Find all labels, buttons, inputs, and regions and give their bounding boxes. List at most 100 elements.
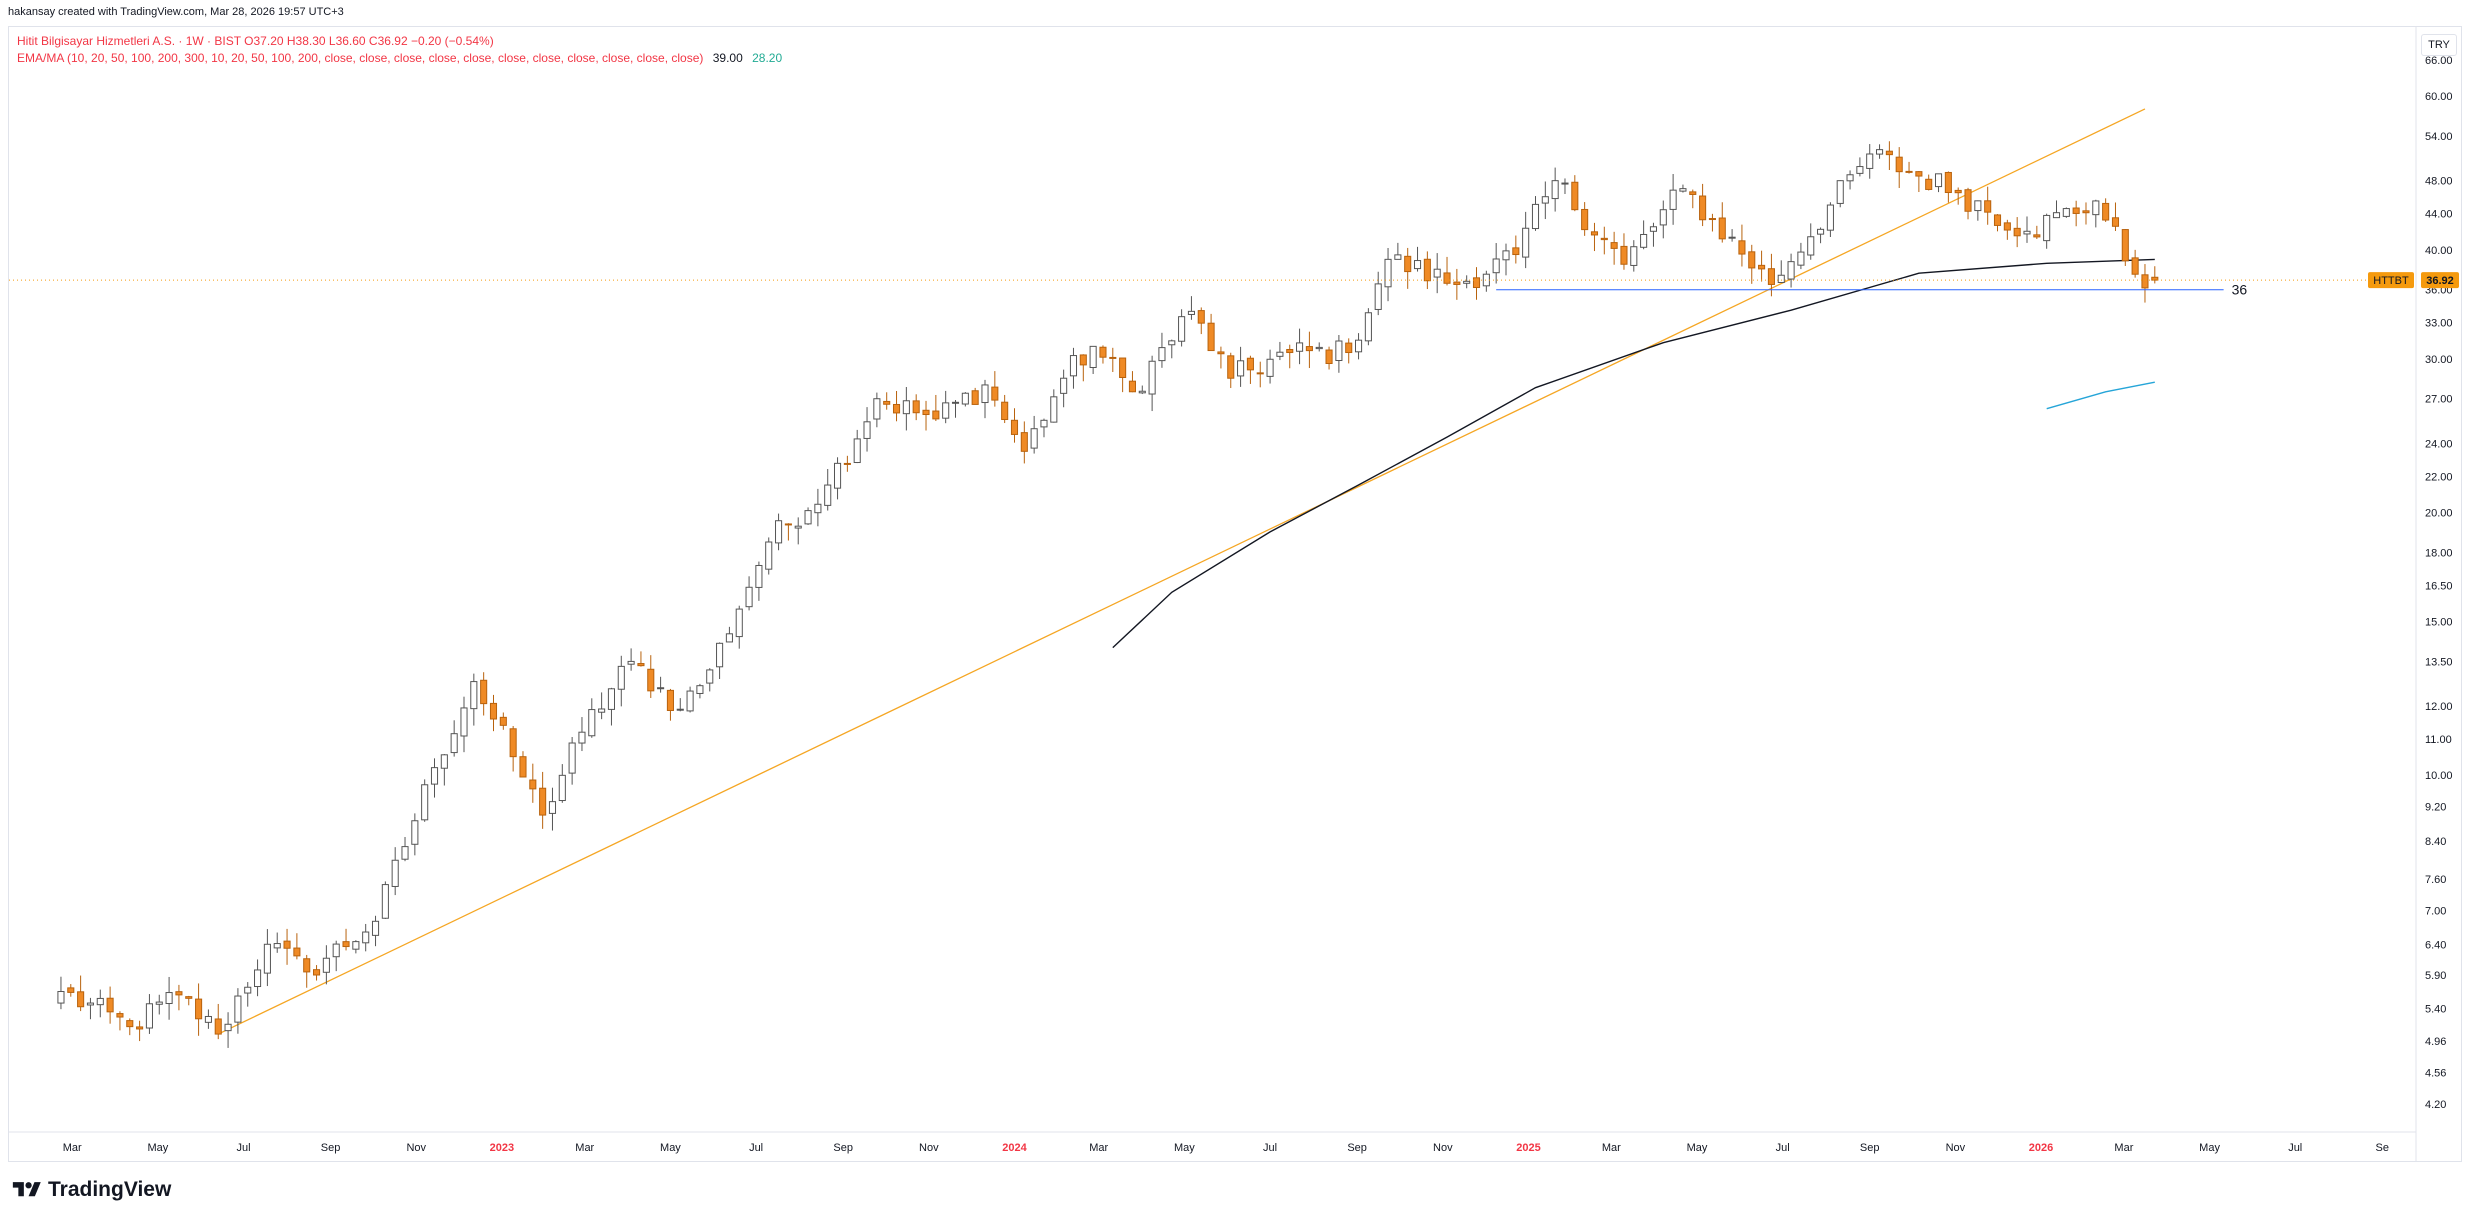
candle	[1482, 270, 1490, 292]
time-tick-label: Mar	[575, 1142, 594, 1154]
time-tick-label: Se	[2376, 1142, 2389, 1154]
candle	[86, 997, 94, 1020]
candle	[1974, 200, 1982, 221]
time-axis[interactable]: Mar May Jul Sep Nov 2023 Mar May Jul Sep Nov 2024 Ma…	[63, 1142, 2389, 1154]
time-tick-label: Mar	[63, 1142, 82, 1154]
time-tick-label: Mar	[1089, 1142, 1108, 1154]
candle	[1453, 268, 1461, 300]
candle	[1512, 235, 1520, 264]
candle-body	[1325, 349, 1333, 365]
candle	[1699, 183, 1707, 227]
candle	[1522, 211, 1530, 269]
candle-body	[1433, 268, 1441, 278]
candle	[1826, 202, 1834, 238]
candle	[2082, 202, 2090, 225]
candle-body	[1689, 191, 1697, 195]
candle-body	[745, 586, 753, 608]
candle-body	[1394, 254, 1402, 260]
candle	[1207, 313, 1215, 352]
candle-body	[165, 992, 173, 1005]
price-axis[interactable]: 4.20 4.56 4.96 5.40 5.90 6.40 7.00 7.60 8.40 9.20…	[2425, 55, 2453, 1111]
candle	[1010, 408, 1019, 443]
candle	[932, 394, 940, 422]
candle-body	[77, 991, 85, 1008]
candle	[1413, 246, 1422, 272]
candle-body	[873, 398, 881, 420]
price-tick-label: 6.40	[2425, 939, 2446, 951]
candle	[175, 984, 183, 1011]
candle	[1345, 338, 1353, 364]
candle	[234, 988, 242, 1034]
candle	[991, 371, 999, 407]
candle-body	[67, 987, 75, 993]
candle-body	[1600, 237, 1608, 241]
price-tick-label: 15.00	[2425, 616, 2453, 628]
candle	[2072, 200, 2080, 227]
candle	[1138, 385, 1146, 395]
trendline-layer	[217, 108, 2146, 1035]
candle-body	[86, 1002, 94, 1006]
symbol-tag-bg	[2368, 272, 2414, 289]
candle	[775, 513, 783, 551]
candle	[2023, 216, 2031, 243]
candle-body	[489, 702, 498, 720]
candle-body	[214, 1018, 222, 1035]
candle	[106, 986, 114, 1024]
candle	[312, 965, 321, 981]
candle-body	[1030, 428, 1038, 449]
candle	[539, 771, 547, 829]
candle-body	[1315, 346, 1323, 350]
candle-body	[1158, 347, 1166, 362]
candle	[1876, 144, 1884, 159]
time-tick-label: 2024	[1002, 1142, 1027, 1154]
candle-body	[421, 784, 429, 821]
candle	[155, 994, 163, 1015]
candle-body	[1178, 316, 1186, 342]
time-tick-label: Mar	[1602, 1142, 1621, 1154]
candle	[2121, 229, 2129, 266]
indicator-legend[interactable]: EMA/MA (10, 20, 50, 100, 200, 300, 10, 2…	[17, 51, 782, 65]
candle	[1423, 251, 1431, 290]
candle-body	[1345, 342, 1353, 354]
candle	[1866, 144, 1874, 179]
candle-body	[1001, 401, 1009, 420]
candle	[686, 686, 694, 713]
candle-body	[922, 409, 930, 416]
candle	[824, 468, 832, 511]
instrument-legend[interactable]: Hitit Bilgisayar Hizmetleri A.S. · 1W · …	[17, 34, 494, 48]
time-tick-label: Nov	[1433, 1142, 1453, 1154]
price-tag-layer: HTTBT 36.92	[9, 272, 2459, 289]
candle-body	[539, 787, 547, 816]
candle-body	[863, 421, 871, 439]
candle-body	[224, 1023, 232, 1032]
candle	[116, 1011, 124, 1031]
candle-body	[1168, 340, 1176, 346]
candle	[2111, 202, 2120, 231]
candle	[421, 779, 429, 822]
candle	[1846, 170, 1854, 190]
candle	[1541, 181, 1549, 220]
candle	[1315, 342, 1323, 352]
candle-body	[1492, 258, 1500, 274]
candle-body	[293, 947, 301, 957]
candle-body	[1355, 339, 1363, 353]
candle-body	[784, 523, 792, 526]
candle-body	[1512, 247, 1520, 256]
currency-button[interactable]: TRY	[2421, 34, 2457, 56]
candle	[883, 392, 891, 410]
candle	[126, 1018, 134, 1036]
candle-body	[1109, 356, 1117, 359]
candle-body	[1364, 312, 1372, 342]
candle-body	[126, 1020, 134, 1028]
candle	[480, 672, 488, 716]
candle	[892, 390, 901, 422]
candle	[745, 576, 753, 611]
candle-body	[2023, 230, 2031, 235]
candle-body	[303, 958, 311, 973]
time-tick-label: Jul	[2288, 1142, 2302, 1154]
candle-body	[322, 957, 330, 973]
price-tick-label: 60.00	[2425, 91, 2453, 103]
candle-body	[1699, 195, 1707, 221]
candle	[1069, 347, 1078, 389]
